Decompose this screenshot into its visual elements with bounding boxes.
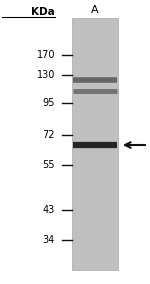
Text: 55: 55	[42, 160, 55, 170]
Text: 34: 34	[43, 235, 55, 245]
Text: 43: 43	[43, 205, 55, 215]
Text: 72: 72	[42, 130, 55, 140]
Text: KDa: KDa	[31, 7, 55, 17]
Text: 130: 130	[37, 70, 55, 80]
Text: 170: 170	[36, 50, 55, 60]
Bar	[72, 18, 118, 270]
Text: 95: 95	[43, 98, 55, 108]
Text: A: A	[91, 5, 99, 15]
